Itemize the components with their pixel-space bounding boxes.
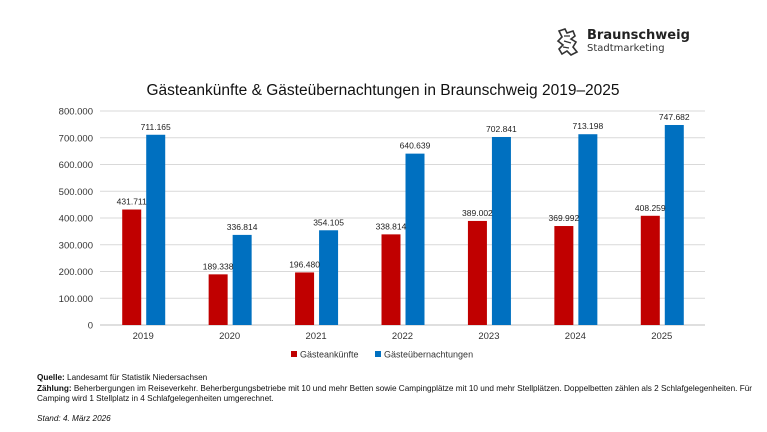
bar-ankuenfte bbox=[640, 215, 660, 325]
data-label: 354.105 bbox=[313, 217, 344, 227]
bar-ankuenfte bbox=[208, 274, 228, 325]
data-label: 431.711 bbox=[117, 197, 147, 207]
data-label: 702.841 bbox=[486, 124, 517, 134]
legend-label: Gästeübernachtungen bbox=[384, 350, 473, 360]
bar-ankuenfte bbox=[122, 209, 142, 325]
y-tick-label: 300.000 bbox=[59, 240, 93, 251]
x-tick-label: 2020 bbox=[219, 331, 240, 342]
legend-swatch bbox=[375, 351, 381, 357]
data-label: 747.682 bbox=[659, 112, 690, 122]
stand-date: Stand: 4. März 2026 bbox=[37, 413, 111, 423]
bar-ankuenfte bbox=[554, 226, 574, 325]
footnotes: Quelle: Landesamt für Statistik Niedersa… bbox=[37, 373, 757, 424]
bar-uebernachtungen bbox=[578, 134, 598, 325]
data-label: 711.165 bbox=[141, 122, 171, 132]
logo-name: Braunschweig bbox=[587, 28, 690, 43]
bar-ankuenfte bbox=[381, 234, 401, 325]
bar-uebernachtungen bbox=[664, 124, 684, 326]
bar-chart: Gästeankünfte & Gästeübernachtungen in B… bbox=[59, 82, 705, 360]
bar-ankuenfte bbox=[295, 272, 315, 325]
data-label: 196.480 bbox=[289, 259, 320, 269]
y-tick-label: 500.000 bbox=[59, 187, 93, 198]
x-tick-label: 2023 bbox=[478, 331, 499, 342]
bar-uebernachtungen bbox=[319, 230, 339, 325]
y-tick-label: 0 bbox=[88, 321, 93, 332]
data-label: 338.814 bbox=[376, 221, 407, 231]
count-label: Zählung: bbox=[37, 383, 72, 393]
y-tick-label: 100.000 bbox=[59, 294, 93, 305]
x-tick-label: 2019 bbox=[133, 331, 154, 342]
data-label: 389.002 bbox=[462, 208, 493, 218]
x-tick-label: 2022 bbox=[392, 331, 413, 342]
legend-swatch bbox=[291, 351, 297, 357]
lion-crest-icon bbox=[556, 28, 579, 56]
bar-uebernachtungen bbox=[405, 153, 425, 325]
x-tick-label: 2024 bbox=[565, 331, 586, 342]
bar-uebernachtungen bbox=[491, 136, 511, 325]
x-tick-label: 2021 bbox=[306, 331, 327, 342]
chart-title: Gästeankünfte & Gästeübernachtungen in B… bbox=[146, 82, 619, 99]
y-tick-label: 800.000 bbox=[59, 107, 93, 118]
logo-sub: Stadtmarketing bbox=[587, 43, 665, 54]
y-tick-label: 200.000 bbox=[59, 267, 93, 278]
data-label: 369.992 bbox=[548, 213, 579, 223]
legend-label: Gästeankünfte bbox=[300, 350, 359, 360]
data-label: 408.259 bbox=[635, 203, 666, 213]
y-tick-label: 700.000 bbox=[59, 133, 93, 144]
data-label: 713.198 bbox=[572, 121, 603, 131]
data-label: 189.338 bbox=[203, 261, 234, 271]
source-text: Landesamt für Statistik Niedersachsen bbox=[67, 373, 208, 382]
data-label: 336.814 bbox=[227, 222, 258, 232]
bar-uebernachtungen bbox=[146, 134, 166, 325]
count-text: Beherbergungen im Reiseverkehr. Beherber… bbox=[37, 383, 752, 404]
bar-uebernachtungen bbox=[232, 234, 252, 325]
x-tick-label: 2025 bbox=[651, 331, 672, 342]
y-tick-label: 600.000 bbox=[59, 160, 93, 171]
bar-ankuenfte bbox=[467, 220, 487, 325]
data-label: 640.639 bbox=[400, 141, 431, 151]
source-label: Quelle: bbox=[37, 373, 65, 382]
y-tick-label: 400.000 bbox=[59, 214, 93, 225]
logo: Braunschweig Stadtmarketing bbox=[555, 27, 690, 57]
